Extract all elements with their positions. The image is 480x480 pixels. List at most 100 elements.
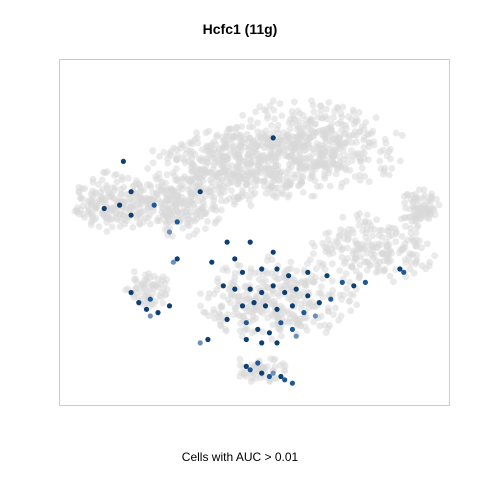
background-cell-point xyxy=(124,174,132,182)
background-cell-point xyxy=(415,186,423,194)
background-cell-point xyxy=(342,270,350,277)
background-cell-point xyxy=(130,268,138,276)
background-cell-point xyxy=(299,189,307,196)
background-cell-point xyxy=(390,278,397,285)
highlighted-cell-point xyxy=(278,373,284,380)
background-cell-point xyxy=(412,258,420,266)
background-cell-point xyxy=(377,148,384,156)
background-cell-point xyxy=(117,185,125,193)
background-cell-point xyxy=(219,168,227,176)
background-cell-point xyxy=(216,317,224,325)
background-cell-point xyxy=(234,299,241,307)
background-cell-point xyxy=(338,253,346,261)
background-cell-point xyxy=(343,285,351,292)
highlighted-cell-point xyxy=(305,293,311,299)
background-cell-point xyxy=(173,211,181,219)
highlighted-cell-point xyxy=(312,313,318,319)
background-cell-point xyxy=(185,222,193,230)
background-cell-point xyxy=(418,211,426,219)
background-cell-point xyxy=(196,166,203,174)
background-cell-point xyxy=(406,205,414,213)
background-cell-point xyxy=(310,318,318,326)
background-cell-point xyxy=(319,293,327,301)
background-cell-point xyxy=(214,131,221,139)
background-cell-point xyxy=(330,311,337,318)
background-cell-point xyxy=(271,297,278,305)
background-cell-point xyxy=(295,164,303,172)
background-cell-point xyxy=(401,240,409,248)
background-cell-point xyxy=(388,165,396,172)
background-cell-point xyxy=(288,151,296,159)
background-cell-point xyxy=(249,152,257,160)
background-cell-point xyxy=(392,129,400,137)
background-cell-point xyxy=(336,267,343,275)
highlighted-cell-point xyxy=(174,256,180,262)
background-cell-point xyxy=(163,195,170,203)
background-cell-point xyxy=(287,179,295,186)
background-cell-point xyxy=(262,107,270,115)
background-cell-point xyxy=(339,213,347,221)
background-cell-point xyxy=(230,142,238,150)
background-cell-point xyxy=(252,314,260,322)
background-cell-point xyxy=(411,204,419,212)
background-cell-point xyxy=(361,155,368,163)
background-cell-point xyxy=(242,171,249,179)
background-cell-point xyxy=(196,179,204,187)
background-cell-point xyxy=(249,171,257,179)
background-cell-point xyxy=(309,102,317,109)
background-cell-point xyxy=(164,159,172,167)
background-cell-point xyxy=(413,196,420,204)
background-cell-point xyxy=(136,214,144,221)
background-cell-point xyxy=(278,332,285,340)
background-cell-point xyxy=(279,305,286,312)
background-cell-point xyxy=(216,189,224,196)
background-cell-point xyxy=(203,169,211,177)
background-cell-point xyxy=(342,166,350,174)
background-cell-point xyxy=(355,109,363,116)
background-cell-point xyxy=(287,143,295,150)
chart-caption: Cells with AUC > 0.01 xyxy=(181,450,299,464)
background-cell-point xyxy=(291,158,299,166)
background-cell-point xyxy=(228,162,236,170)
background-cell-point xyxy=(78,185,86,192)
background-cell-point xyxy=(342,138,350,146)
background-cell-point xyxy=(247,361,255,369)
background-cell-point xyxy=(386,272,394,280)
background-cell-point xyxy=(365,238,373,245)
background-cell-point xyxy=(235,180,242,188)
background-cell-point xyxy=(247,134,254,142)
background-cell-point xyxy=(159,299,167,307)
background-cell-point xyxy=(301,281,309,289)
background-cell-point xyxy=(205,294,212,302)
background-cell-point xyxy=(85,206,93,214)
background-cell-point xyxy=(268,310,276,318)
background-cell-point xyxy=(247,265,255,272)
background-cell-point xyxy=(157,198,165,206)
background-cell-point xyxy=(312,265,320,272)
highlighted-cell-point xyxy=(170,259,176,265)
background-cell-point xyxy=(285,318,293,326)
background-cell-point xyxy=(136,204,144,212)
background-cell-point xyxy=(236,131,244,139)
highlighted-cell-point xyxy=(147,313,153,319)
highlighted-cell-point xyxy=(305,269,311,275)
background-cell-point xyxy=(188,138,196,146)
background-cell-point xyxy=(295,318,303,326)
background-cell-point xyxy=(191,204,199,212)
background-cell-point xyxy=(255,365,263,373)
background-cell-point xyxy=(277,310,285,318)
background-cell-point xyxy=(352,250,360,258)
background-cell-point xyxy=(154,275,162,283)
background-cell-point xyxy=(406,265,414,273)
background-cell-point xyxy=(423,240,431,248)
background-cell-point xyxy=(392,266,399,273)
highlighted-cell-point xyxy=(274,306,280,312)
highlighted-cell-point xyxy=(397,266,403,272)
background-cell-point xyxy=(338,126,345,134)
background-cell-point xyxy=(235,293,243,300)
background-cell-point xyxy=(247,116,255,124)
background-cell-point xyxy=(367,261,374,268)
background-cell-point xyxy=(208,178,216,186)
background-cell-point xyxy=(303,327,311,334)
background-cell-point xyxy=(279,190,287,198)
